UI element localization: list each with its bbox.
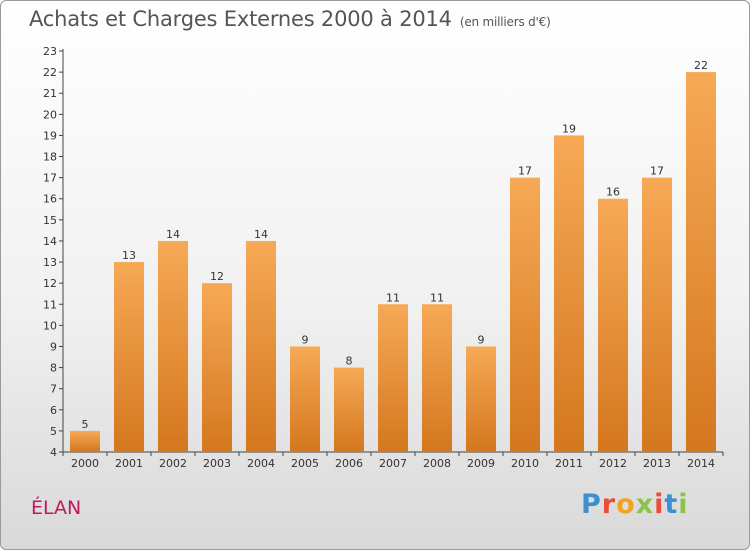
chart-subtitle: (en milliers d'€)	[459, 15, 551, 29]
bar	[466, 346, 496, 452]
x-tick-label: 2005	[291, 457, 319, 470]
x-tick-label: 2008	[423, 457, 451, 470]
y-tick-label: 16	[43, 193, 57, 206]
bar-value-label: 17	[518, 165, 532, 178]
y-tick-label: 7	[50, 383, 57, 396]
y-tick-label: 9	[50, 340, 57, 353]
bar	[510, 177, 540, 452]
bar-value-label: 14	[166, 228, 180, 241]
y-tick-label: 19	[43, 129, 57, 142]
logo-letter: P	[581, 489, 602, 520]
y-tick-label: 8	[50, 362, 57, 375]
logo-letter: o	[616, 489, 636, 520]
logo-letter: x	[635, 489, 655, 520]
bars	[70, 72, 716, 453]
x-tick-label: 2004	[247, 457, 275, 470]
bar	[642, 177, 672, 452]
y-tick-label: 21	[43, 87, 57, 100]
x-tick-label: 2006	[335, 457, 363, 470]
bar-value-label: 5	[82, 418, 89, 431]
x-tick-label: 2000	[71, 457, 99, 470]
bar	[422, 304, 452, 452]
bar-value-label: 19	[562, 122, 576, 135]
y-tick-label: 6	[50, 404, 57, 417]
x-tick-label: 2011	[555, 457, 583, 470]
bar-value-label: 22	[694, 59, 708, 72]
y-tick-label: 13	[43, 256, 57, 269]
y-tick-label: 11	[43, 298, 57, 311]
x-tick-label: 2007	[379, 457, 407, 470]
bar	[70, 430, 100, 452]
logo-letter: t	[664, 489, 679, 520]
x-tick-label: 2001	[115, 457, 143, 470]
y-tick-label: 5	[50, 425, 57, 438]
bar	[202, 283, 232, 452]
bar	[290, 346, 320, 452]
y-tick-label: 4	[50, 446, 57, 459]
bar	[114, 262, 144, 452]
y-tick-label: 20	[43, 108, 57, 121]
bar-value-label: 14	[254, 228, 268, 241]
x-tick-label: 2003	[203, 457, 231, 470]
logo-letter: i	[678, 489, 689, 520]
logo-letter: r	[601, 489, 617, 520]
x-tick-label: 2009	[467, 457, 495, 470]
bar-value-label: 17	[650, 165, 664, 178]
bar	[554, 135, 584, 452]
bar-value-label: 13	[122, 249, 136, 262]
y-tick-label: 12	[43, 277, 57, 290]
y-tick-label: 15	[43, 214, 57, 227]
data-labels: 5 13 14 12 14 9 8 11 11 9 17 19 16 17 22	[82, 59, 709, 431]
bar-value-label: 16	[606, 186, 620, 199]
logo-letter: i	[654, 489, 665, 520]
y-tick-label: 14	[43, 235, 57, 248]
y-tick-label: 23	[43, 45, 57, 58]
axes: 4 5 6 7 8 9 10 11 12 13 14 15 16 17 18 19 20 21 22 23 2000 20…	[43, 45, 724, 470]
y-tick-label: 22	[43, 66, 57, 79]
x-tick-label: 2012	[599, 457, 627, 470]
bar	[246, 240, 276, 452]
bar-value-label: 9	[302, 333, 309, 346]
commune-name: ÉLAN	[31, 497, 82, 519]
bar	[158, 240, 188, 452]
x-tick-label: 2014	[687, 457, 715, 470]
proxiti-logo: Proxiti	[581, 489, 689, 520]
x-tick-label: 2002	[159, 457, 187, 470]
bar-value-label: 8	[346, 355, 353, 368]
bar	[598, 198, 628, 452]
bar-value-label: 12	[210, 270, 224, 283]
bar	[686, 72, 716, 453]
x-tick-label: 2013	[643, 457, 671, 470]
bar-value-label: 11	[430, 291, 444, 304]
y-tick-label: 17	[43, 172, 57, 185]
bar-value-label: 9	[478, 333, 485, 346]
y-tick-label: 18	[43, 151, 57, 164]
bar-value-label: 11	[386, 291, 400, 304]
chart-title: Achats et Charges Externes 2000 à 2014 (e…	[29, 7, 551, 31]
bar	[334, 367, 364, 452]
y-tick-label: 10	[43, 319, 57, 332]
bar	[378, 304, 408, 452]
x-tick-label: 2010	[511, 457, 539, 470]
chart-title-text: Achats et Charges Externes 2000 à 2014	[29, 7, 452, 31]
